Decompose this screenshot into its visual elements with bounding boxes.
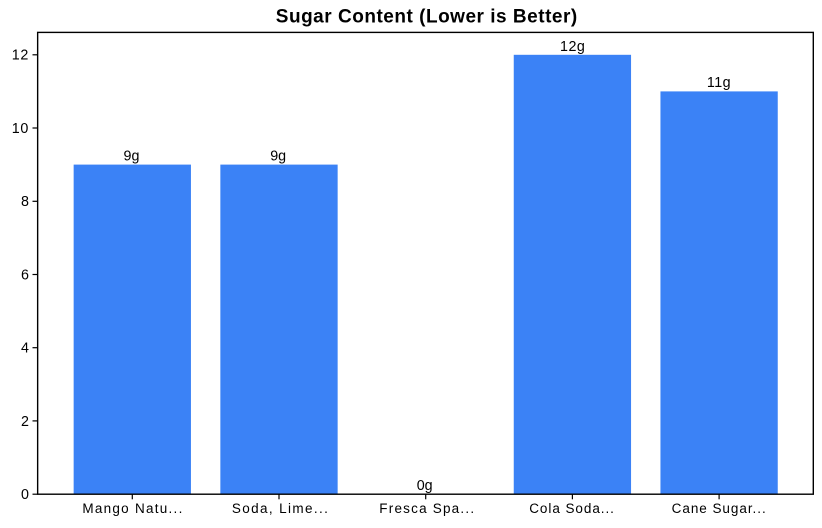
svg-text:Mango Natu...: Mango Natu... — [82, 501, 182, 516]
svg-text:0: 0 — [21, 487, 29, 503]
svg-text:9g: 9g — [124, 149, 140, 165]
svg-text:Soda, Lime...: Soda, Lime... — [232, 501, 328, 516]
svg-text:Sugar Content (Lower is Better: Sugar Content (Lower is Better) — [276, 6, 578, 27]
svg-text:2: 2 — [21, 414, 29, 430]
svg-text:Cola Soda...: Cola Soda... — [529, 501, 614, 516]
svg-text:0g: 0g — [417, 478, 433, 494]
svg-text:8: 8 — [21, 194, 29, 210]
svg-text:6: 6 — [21, 267, 29, 283]
svg-text:10: 10 — [12, 121, 29, 137]
svg-text:12: 12 — [12, 48, 29, 64]
svg-text:11g: 11g — [707, 75, 731, 91]
svg-text:Cane Sugar...: Cane Sugar... — [672, 501, 766, 516]
svg-text:12g: 12g — [560, 39, 585, 55]
svg-text:4: 4 — [21, 341, 29, 357]
svg-text:9g: 9g — [270, 149, 286, 165]
